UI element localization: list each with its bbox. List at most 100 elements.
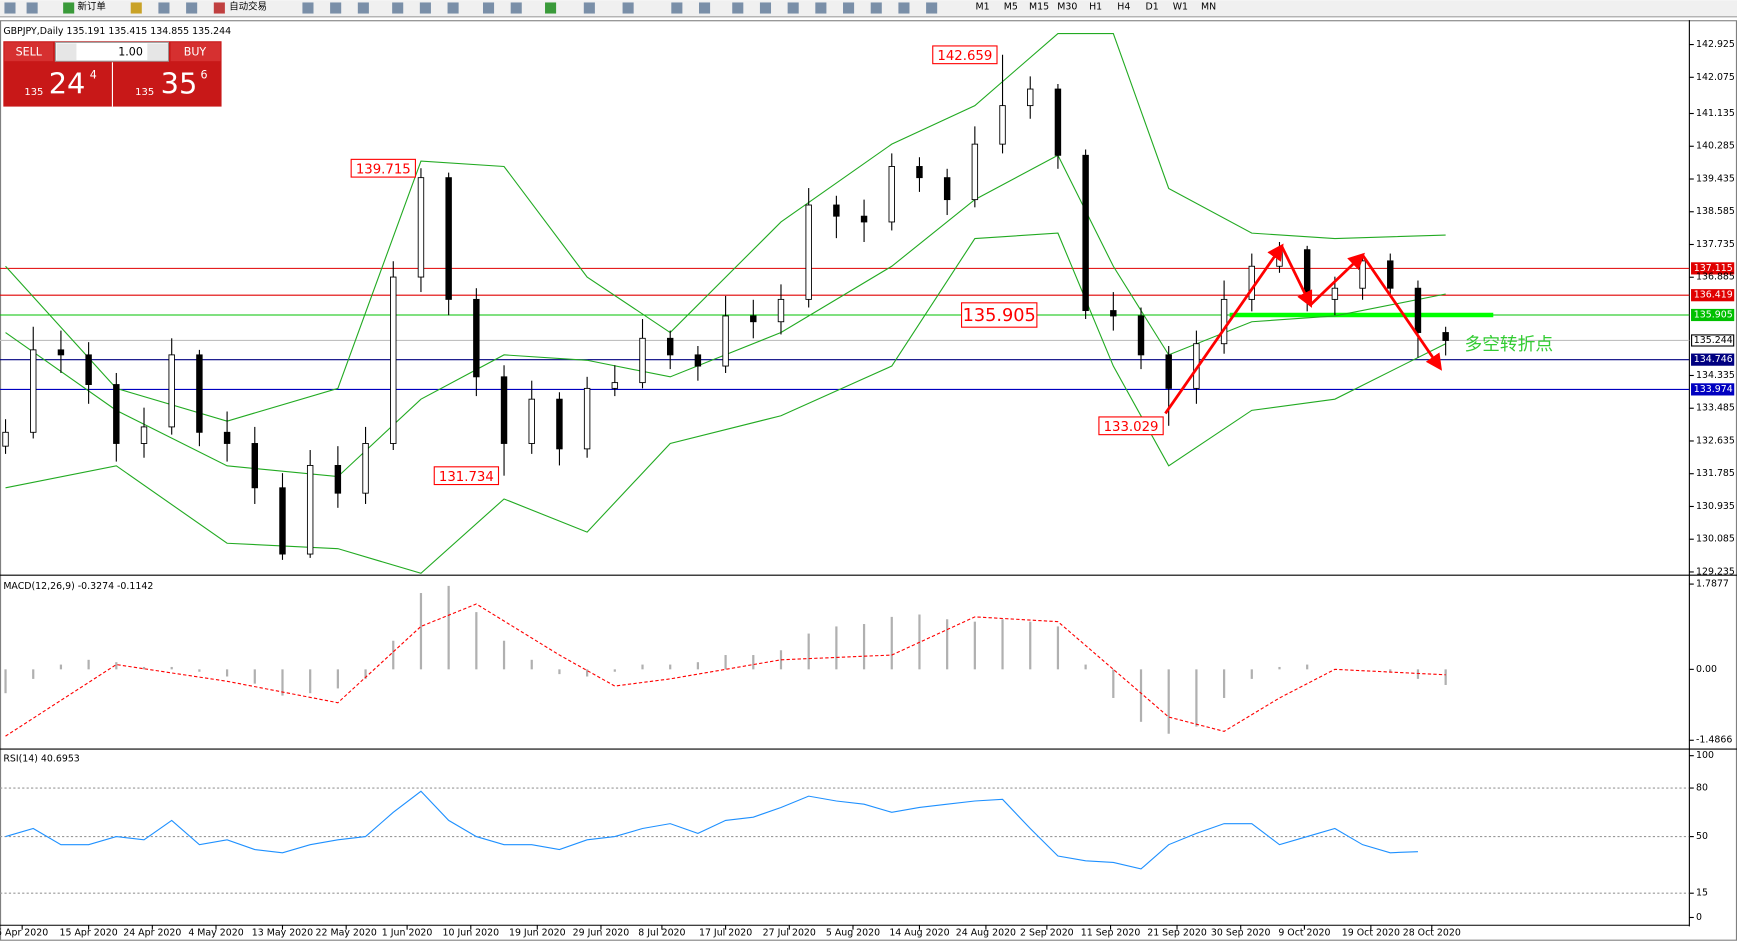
- buy-button[interactable]: [170, 42, 221, 62]
- trend-arrow: [1361, 254, 1442, 371]
- candle-body: [30, 349, 37, 433]
- timeframe-button[interactable]: M5: [1004, 1, 1018, 12]
- macd-bar: [752, 655, 755, 670]
- macd-bar: [336, 669, 339, 689]
- y-tick-label: 136.885: [1696, 272, 1735, 283]
- price-annotation: 131.734: [439, 470, 494, 485]
- ask-base[interactable]: 135: [135, 87, 154, 98]
- level-tag-label: 133.974: [1694, 384, 1733, 395]
- y-tick-label: 130.085: [1696, 534, 1735, 545]
- candle-body: [943, 177, 951, 201]
- icon[interactable]: [357, 2, 369, 14]
- bid-pips[interactable]: 24: [49, 67, 86, 101]
- icon[interactable]: [815, 2, 827, 14]
- bid-fraction[interactable]: 4: [90, 69, 97, 82]
- candle-body: [1414, 287, 1422, 333]
- macd-bar: [890, 616, 893, 670]
- sell-label[interactable]: SELL: [16, 45, 43, 58]
- timeframe-button[interactable]: W1: [1173, 1, 1188, 12]
- icon[interactable]: [4, 2, 16, 14]
- icon[interactable]: [419, 2, 431, 14]
- macd-bar: [530, 659, 533, 670]
- macd-bar: [1167, 669, 1170, 734]
- macd-bar: [392, 640, 395, 670]
- icon[interactable]: [186, 2, 198, 14]
- candle-body: [306, 464, 314, 555]
- timeframe-button[interactable]: H1: [1089, 1, 1102, 12]
- timeframe-button[interactable]: H4: [1117, 1, 1130, 12]
- ask-pips[interactable]: 35: [161, 67, 198, 101]
- icon[interactable]: [699, 2, 711, 14]
- level-tag-label: 135.244: [1694, 335, 1733, 346]
- icon[interactable]: [330, 2, 342, 14]
- candle-body: [1359, 260, 1366, 289]
- icon[interactable]: [671, 2, 683, 14]
- annotation-note: 多空转折点: [1464, 334, 1553, 355]
- y-tick-label: 50: [1696, 831, 1708, 842]
- timeframe-button[interactable]: M1: [976, 1, 990, 12]
- icon[interactable]: [622, 2, 634, 14]
- macd-bar: [447, 585, 450, 670]
- candle-body: [223, 431, 231, 444]
- sell-button[interactable]: [4, 42, 54, 62]
- timeframe-button[interactable]: MN: [1201, 1, 1216, 12]
- lot-input[interactable]: [54, 41, 169, 62]
- x-tick-label: 9 Oct 2020: [1278, 927, 1330, 938]
- bid-base[interactable]: 135: [24, 87, 43, 98]
- icon[interactable]: [482, 2, 495, 14]
- timeframe-button[interactable]: M30: [1057, 1, 1077, 12]
- icon[interactable]: [63, 2, 75, 14]
- icon[interactable]: [510, 2, 522, 14]
- y-tick-label: 134.335: [1696, 370, 1735, 381]
- macd-bar: [1195, 669, 1198, 727]
- icon[interactable]: [926, 2, 938, 14]
- macd-bar: [4, 669, 7, 694]
- icon[interactable]: [732, 2, 744, 14]
- lot-down[interactable]: [56, 43, 77, 61]
- icon[interactable]: [302, 2, 314, 14]
- level-tag: [1691, 262, 1735, 275]
- rsi-line: [5, 790, 1418, 870]
- bollinger-upper: [5, 33, 1446, 422]
- icon[interactable]: [787, 2, 799, 14]
- x-tick-label: 17 Jul 2020: [699, 927, 752, 938]
- icon[interactable]: [545, 2, 557, 14]
- icon[interactable]: [392, 2, 404, 14]
- macd-bar: [586, 669, 589, 677]
- candle-body: [556, 398, 563, 450]
- new-order[interactable]: 新订单: [78, 0, 106, 12]
- ask-fraction[interactable]: 6: [201, 69, 208, 82]
- lot-value[interactable]: 1.00: [118, 45, 143, 58]
- y-tick-label: 80: [1696, 783, 1708, 794]
- icon[interactable]: [759, 2, 772, 14]
- candle-body: [417, 177, 425, 278]
- icon[interactable]: [26, 2, 38, 14]
- icon[interactable]: [583, 2, 595, 14]
- icon[interactable]: [843, 2, 855, 14]
- icon[interactable]: [870, 2, 882, 14]
- icon[interactable]: [898, 2, 910, 14]
- buy-label[interactable]: BUY: [184, 45, 207, 58]
- rsi-panel: [0, 787, 1690, 894]
- macd-bar: [142, 666, 146, 670]
- icon[interactable]: [213, 2, 225, 14]
- x-tick-label: 22 May 2020: [316, 927, 377, 938]
- macd-bar: [558, 669, 561, 675]
- auto-trading[interactable]: 自动交易: [229, 0, 267, 12]
- timeframe-button[interactable]: D1: [1145, 1, 1158, 12]
- y-tick-label: 0.00: [1696, 664, 1717, 675]
- timeframe-button[interactable]: M15: [1029, 1, 1049, 12]
- macd-bar: [1084, 664, 1087, 670]
- macd-bar: [1306, 664, 1309, 670]
- candle-body: [611, 382, 619, 389]
- y-tick-label: 0: [1696, 912, 1702, 923]
- icon[interactable]: [130, 2, 142, 14]
- macd-bar: [1444, 669, 1447, 685]
- level-tag-label: 135.905: [1694, 309, 1733, 320]
- lot-up[interactable]: [147, 43, 168, 61]
- icon[interactable]: [447, 2, 459, 14]
- candle-body: [777, 298, 785, 323]
- candle-body: [1027, 88, 1034, 107]
- icon[interactable]: [158, 2, 170, 14]
